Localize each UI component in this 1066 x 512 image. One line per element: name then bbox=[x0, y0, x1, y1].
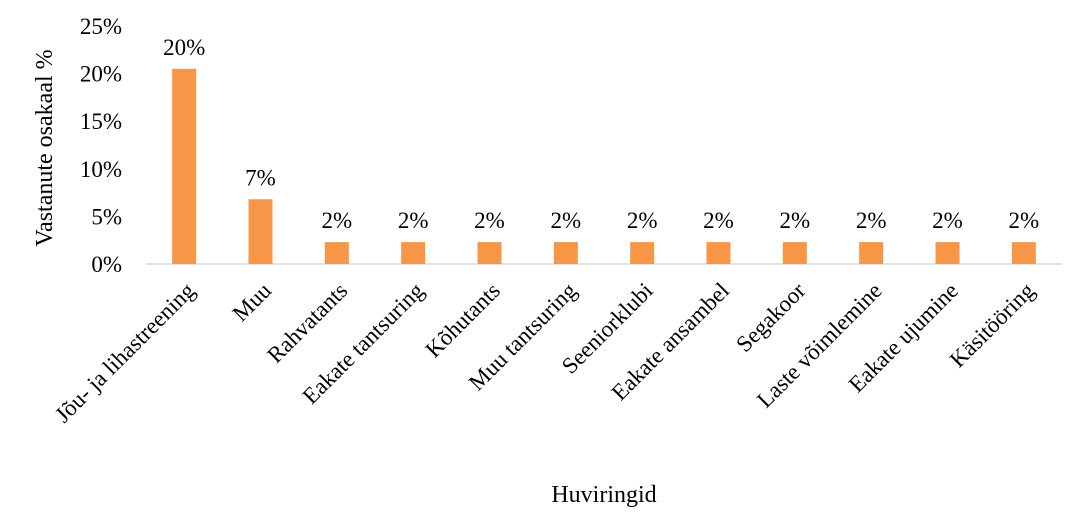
bar-data-label: 2% bbox=[932, 208, 963, 233]
bar bbox=[859, 242, 884, 264]
bar bbox=[172, 68, 197, 264]
bar-data-label: 2% bbox=[779, 208, 810, 233]
x-axis-title: Huviringid bbox=[551, 482, 656, 508]
bar-data-label: 2% bbox=[627, 208, 658, 233]
bar bbox=[630, 242, 655, 264]
bar bbox=[324, 242, 349, 264]
bar bbox=[935, 242, 960, 264]
category-label: Muu bbox=[228, 278, 277, 327]
bar bbox=[401, 242, 426, 264]
bar-data-label: 2% bbox=[1008, 208, 1039, 233]
y-tick-label: 20% bbox=[80, 62, 122, 87]
y-axis-title: Vastanute osakaal % bbox=[32, 49, 58, 246]
category-label: Jõu- ja lihastreening bbox=[50, 278, 200, 428]
bar bbox=[782, 242, 807, 264]
bar-data-label: 2% bbox=[550, 208, 581, 233]
bar bbox=[706, 242, 731, 264]
bar-data-label: 2% bbox=[856, 208, 887, 233]
y-tick-label: 5% bbox=[91, 204, 122, 229]
bars bbox=[172, 68, 1036, 264]
bar bbox=[1011, 242, 1036, 264]
y-axis-tick-labels: 0% 5% 10% 15% 20% 25% bbox=[80, 14, 122, 277]
bar bbox=[248, 199, 273, 264]
bar-data-label: 2% bbox=[474, 208, 505, 233]
y-tick-label: 25% bbox=[80, 14, 122, 39]
bar-data-label: 2% bbox=[398, 208, 429, 233]
y-tick-label: 15% bbox=[80, 109, 122, 134]
bar-data-label: 2% bbox=[321, 208, 352, 233]
bar bbox=[553, 242, 578, 264]
category-labels: Jõu- ja lihastreening MuuRahvatantsEakate… bbox=[50, 278, 1040, 428]
category-label: Segakoor bbox=[731, 278, 810, 357]
data-labels: 20% 7% 2% 2% 2% 2% 2% 2% 2% 2% 2% 2% bbox=[163, 35, 1039, 233]
bar-data-label: 7% bbox=[245, 165, 276, 190]
bar bbox=[477, 242, 502, 264]
y-tick-label: 0% bbox=[91, 252, 122, 277]
bar-data-label: 20% bbox=[163, 35, 205, 60]
bar-data-label: 2% bbox=[703, 208, 734, 233]
y-tick-label: 10% bbox=[80, 157, 122, 182]
